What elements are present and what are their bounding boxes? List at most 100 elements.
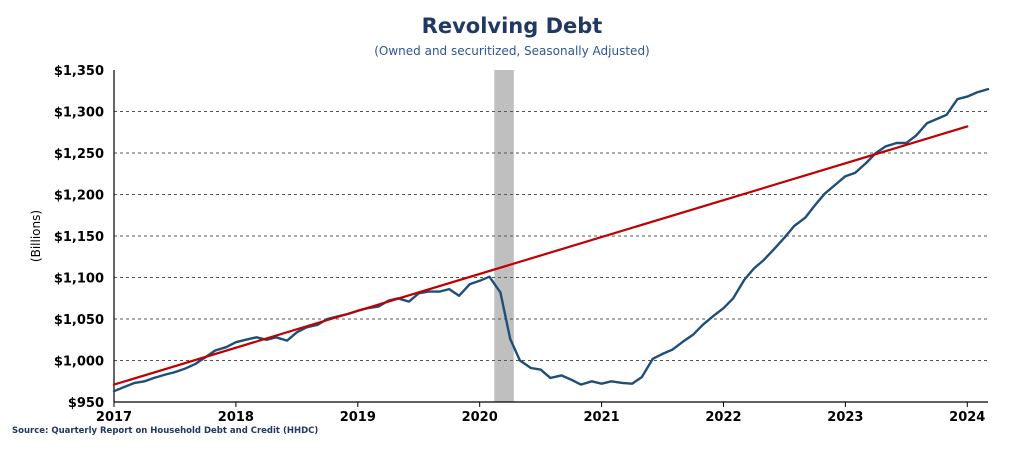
- debt-data-point: [905, 142, 908, 144]
- trend-line: [112, 125, 969, 386]
- debt-data-point: [488, 275, 491, 278]
- debt-data-point: [621, 382, 624, 384]
- y-tick-label: $1,150: [54, 230, 104, 245]
- debt-data-point: [275, 336, 277, 339]
- debt-data-point: [701, 324, 704, 326]
- x-tick-label: 2023: [827, 410, 863, 425]
- y-tick-label: $1,100: [54, 272, 104, 287]
- y-tick-label: $1,350: [54, 64, 104, 79]
- x-tick-label: 2018: [218, 410, 254, 425]
- debt-data-point: [478, 280, 481, 282]
- debt-data-point: [143, 380, 146, 383]
- y-tick-label: $1,050: [54, 313, 104, 328]
- debt-data-point: [570, 378, 572, 381]
- trend-endpoint: [966, 125, 969, 128]
- source-note: Source: Quarterly Report on Household De…: [12, 426, 319, 436]
- debt-data-point: [926, 122, 928, 124]
- y-tick-label: $1,200: [54, 189, 104, 204]
- debt-data-point: [469, 283, 471, 285]
- debt-data-point: [895, 142, 898, 144]
- debt-data-point: [235, 341, 237, 344]
- debt-data-point: [539, 368, 542, 371]
- x-tick-label: 2024: [949, 410, 985, 425]
- debt-data-point: [509, 338, 511, 340]
- debt-data-point: [773, 247, 776, 250]
- debt-data-point: [936, 118, 938, 120]
- debt-data-point: [671, 348, 674, 351]
- debt-data-point: [244, 338, 247, 341]
- debt-data-point: [438, 290, 441, 293]
- debt-data-point: [408, 300, 410, 303]
- y-tick-label: $1,300: [54, 106, 104, 121]
- debt-data-point: [753, 267, 755, 270]
- debt-data-point: [499, 291, 502, 294]
- debt-data-point: [530, 367, 532, 369]
- debt-data-point: [296, 331, 298, 334]
- debt-data-point: [884, 145, 887, 148]
- debt-data-point: [519, 359, 521, 362]
- debt-data-point: [732, 297, 735, 300]
- debt-data-point: [844, 175, 847, 178]
- debt-data-point: [174, 371, 176, 373]
- debt-data-point: [956, 98, 959, 100]
- debt-data-point: [804, 216, 806, 219]
- debt-data-point: [945, 114, 948, 116]
- debt-data-point: [448, 288, 451, 290]
- debt-data-point: [214, 349, 216, 352]
- debt-data-point: [915, 134, 917, 137]
- debt-data-point: [987, 88, 989, 90]
- debt-data-point: [783, 236, 786, 239]
- debt-data-point: [580, 383, 582, 386]
- debt-data-point: [560, 374, 563, 377]
- x-tick-label: 2020: [462, 410, 498, 425]
- debt-data-point: [458, 294, 460, 297]
- debt-data-point: [600, 382, 603, 385]
- debt-data-point: [722, 307, 725, 310]
- x-tick-label: 2021: [583, 410, 619, 425]
- debt-data-point: [762, 259, 765, 261]
- y-tick-label: $1,000: [54, 355, 104, 370]
- debt-data-point: [976, 91, 978, 94]
- debt-data-point: [133, 382, 136, 384]
- debt-data-point: [712, 314, 715, 317]
- debt-data-point: [286, 339, 288, 342]
- debt-data-point: [682, 340, 685, 343]
- debt-data-point: [183, 368, 186, 370]
- y-tick-label: $1,250: [54, 147, 104, 162]
- debt-data-point: [316, 324, 319, 326]
- debt-data-point: [164, 373, 166, 376]
- debt-data-point: [814, 204, 816, 207]
- debt-data-point: [854, 172, 856, 174]
- debt-data-point: [122, 386, 125, 388]
- x-tick-label: 2019: [340, 410, 376, 425]
- x-tick-label: 2022: [705, 410, 741, 425]
- debt-data-point: [377, 305, 380, 308]
- debt-data-point: [225, 346, 227, 349]
- y-tick-label: $950: [68, 396, 104, 411]
- debt-data-point: [834, 183, 837, 186]
- debt-data-point: [823, 192, 826, 195]
- debt-data-point: [113, 390, 115, 393]
- y-axis-title: (Billions): [29, 210, 43, 262]
- debt-data-point: [793, 225, 795, 227]
- debt-data-point: [651, 358, 654, 360]
- debt-data-point: [865, 162, 867, 164]
- debt-data-point: [631, 382, 633, 385]
- debt-data-point: [966, 95, 969, 98]
- trend-endpoint: [113, 383, 115, 386]
- debt-data-point: [641, 376, 643, 378]
- x-tick-label: 2017: [96, 410, 132, 425]
- debt-data-point: [153, 377, 156, 379]
- debt-data-point: [743, 279, 746, 281]
- debt-data-point: [427, 290, 430, 293]
- debt-data-point: [661, 353, 664, 355]
- debt-data-point: [549, 377, 552, 379]
- chart-subtitle: (Owned and securitized, Seasonally Adjus…: [374, 44, 650, 58]
- debt-data-point: [591, 380, 593, 383]
- debt-data-point: [255, 336, 258, 339]
- debt-data-point: [692, 333, 694, 336]
- chart-title: Revolving Debt: [421, 14, 603, 38]
- debt-data-point: [194, 363, 197, 365]
- debt-data-point: [610, 380, 613, 383]
